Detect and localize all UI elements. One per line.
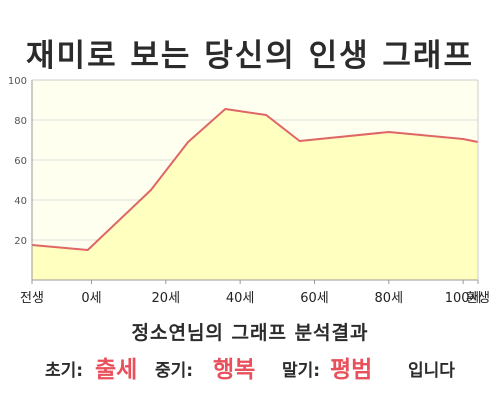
late-stage-label: 말기:	[282, 361, 321, 381]
x-tick-label: 0세	[81, 291, 101, 306]
result-summary: 초기: 출세 중기: 행복 말기: 평범 입니다	[0, 350, 500, 383]
y-tick-label: 100	[8, 76, 27, 87]
x-tick-label: 전생	[20, 291, 44, 306]
page-title: 재미로 보는 당신의 인생 그래프	[26, 38, 474, 74]
series-area	[32, 109, 478, 280]
result-subtitle: 정소연님의 그래프 분석결과	[131, 322, 369, 344]
x-tick-label: 100세	[445, 291, 482, 306]
late-stage-value: 평범	[330, 357, 373, 383]
mid-stage-value: 행복	[213, 357, 256, 383]
x-tick-label: 환생	[466, 291, 490, 306]
series-line	[31, 108, 479, 251]
early-stage-label: 초기:	[45, 361, 84, 381]
y-tick-label: 20	[14, 236, 27, 247]
early-stage-value: 출세	[95, 357, 138, 383]
result-ending: 입니다	[408, 361, 455, 381]
y-tick-label: 80	[14, 116, 27, 127]
x-tick-label: 20세	[152, 291, 181, 306]
y-tick-label: 60	[14, 156, 27, 167]
x-tick-label: 80세	[375, 291, 404, 306]
x-tick-label: 60세	[300, 291, 329, 306]
x-tick-label: 40세	[226, 291, 255, 306]
mid-stage-label: 중기:	[155, 361, 194, 381]
y-tick-label: 40	[14, 196, 27, 207]
